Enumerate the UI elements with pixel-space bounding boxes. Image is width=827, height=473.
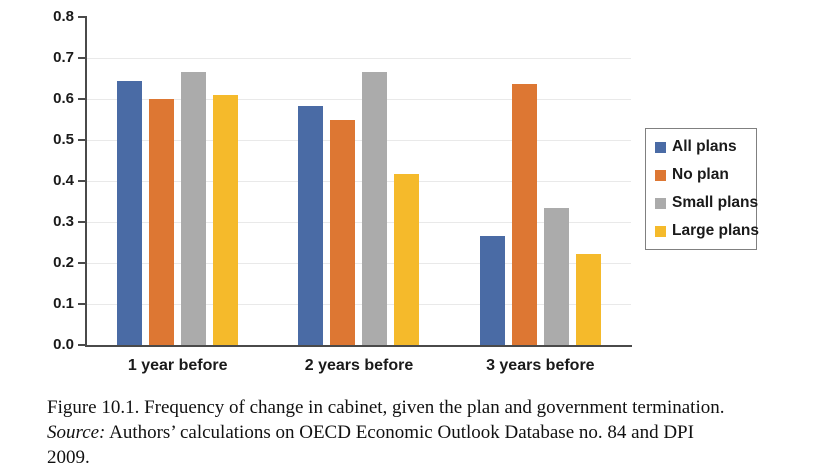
x-category-label: 2 years before <box>304 357 414 374</box>
y-axis-line <box>85 17 87 347</box>
y-grid-line <box>87 303 631 305</box>
y-tick <box>78 262 87 264</box>
bar-group <box>268 17 449 345</box>
bar-small-plans-2-years-before <box>362 71 388 345</box>
bar-no-plan-1-year-before <box>149 99 175 345</box>
y-tick <box>78 303 87 305</box>
legend-color-swatch <box>655 225 666 237</box>
y-tick <box>78 221 87 223</box>
y-tick-label: 0.7 <box>53 49 74 66</box>
bar-all-plans-2-years-before <box>298 105 324 345</box>
y-grid-line <box>87 262 631 264</box>
y-grid-line <box>87 221 631 223</box>
caption-line-2: Source: Authors’ calculations on OECD Ec… <box>47 420 807 445</box>
y-tick-label: 0.6 <box>53 90 74 107</box>
y-tick <box>78 16 87 18</box>
legend-item-large-plans: Large plans <box>655 222 759 240</box>
bar-group <box>450 17 631 345</box>
y-tick <box>78 139 87 141</box>
y-tick-label: 0.2 <box>53 254 74 271</box>
x-category-label: 1 year before <box>127 357 228 374</box>
source-text: Authors’ calculations on OECD Economic O… <box>109 422 694 443</box>
y-grid-line <box>87 98 631 100</box>
caption-line-3: 2009. <box>47 447 90 468</box>
y-tick-label: 0.1 <box>53 295 74 312</box>
legend-color-swatch <box>655 197 666 209</box>
figure-caption: Figure 10.1. Frequency of change in cabi… <box>47 395 807 470</box>
source-label: Source: <box>47 422 106 443</box>
chart-legend: All plans No plan Small plans Large plans <box>645 128 759 250</box>
legend-item-no-plan: No plan <box>655 166 747 184</box>
legend-color-swatch <box>655 169 666 181</box>
y-tick <box>78 180 87 182</box>
bar-large-plans-3-years-before <box>575 253 601 345</box>
x-category-label: 3 years before <box>486 357 595 374</box>
y-tick-label: 0.0 <box>53 336 74 353</box>
y-grid-line <box>87 57 631 59</box>
legend-item-small-plans: Small plans <box>655 194 758 212</box>
bar-small-plans-3-years-before <box>543 208 569 345</box>
bar-no-plan-2-years-before <box>330 119 356 345</box>
legend-label: Small plans <box>672 194 759 211</box>
y-grid-line <box>87 139 631 141</box>
bar-large-plans-2-years-before <box>394 174 420 345</box>
bar-no-plan-3-years-before <box>511 84 537 345</box>
y-tick <box>78 98 87 100</box>
y-tick-label: 0.4 <box>53 172 74 189</box>
legend-label: All plans <box>672 138 737 155</box>
bar-all-plans-3-years-before <box>479 235 505 345</box>
y-tick <box>78 57 87 59</box>
legend-color-swatch <box>655 141 666 153</box>
bar-group <box>87 17 268 345</box>
x-axis-line <box>85 345 632 347</box>
y-tick <box>78 344 87 346</box>
legend-label: No plan <box>672 166 729 183</box>
bar-all-plans-1-year-before <box>117 80 143 345</box>
legend-label: Large plans <box>672 222 759 239</box>
y-tick-label: 0.3 <box>53 213 74 230</box>
y-grid-line <box>87 180 631 182</box>
y-tick-label: 0.8 <box>53 8 74 25</box>
caption-line-1: Figure 10.1. Frequency of change in cabi… <box>47 397 725 418</box>
bar-large-plans-1-year-before <box>213 94 239 345</box>
bar-small-plans-1-year-before <box>181 71 207 345</box>
y-tick-label: 0.5 <box>53 131 74 148</box>
legend-item-all-plans: All plans <box>655 138 747 156</box>
